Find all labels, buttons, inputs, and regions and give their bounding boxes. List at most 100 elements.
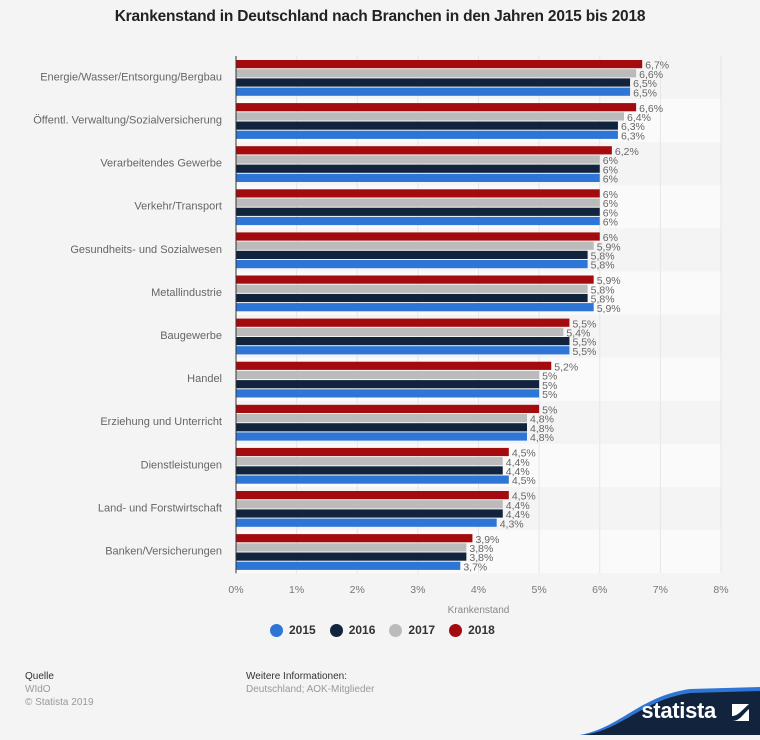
value-label: 6% [603,174,618,186]
bar-2017[interactable] [236,543,467,552]
bar-2017[interactable] [236,284,588,293]
legend-swatch-2017 [389,623,403,637]
info-heading: Weitere Informationen: [246,671,347,682]
x-tick-label: 2% [350,584,365,596]
bar-2017[interactable] [236,112,624,121]
category-label: Banken/Versicherungen [105,546,222,558]
bar-2017[interactable] [236,241,594,250]
bar-2018[interactable] [236,275,594,284]
value-label: 5,8% [591,260,615,272]
bar-2016[interactable] [236,552,467,561]
bar-2016[interactable] [236,466,503,475]
value-label: 4,4% [506,457,530,469]
bar-2016[interactable] [236,509,503,518]
bar-2017[interactable] [236,327,564,336]
category-label: Erziehung und Unterricht [100,416,222,428]
copyright-text: © Statista 2019 [25,697,94,708]
legend-item-2016[interactable]: 2016 [329,623,375,637]
bar-2016[interactable] [236,423,527,432]
bar-2018[interactable] [236,404,540,413]
chart-title: Krankenstand in Deutschland nach Branche… [114,8,646,25]
value-label: 4,8% [530,414,554,426]
bar-2015[interactable] [236,432,527,441]
category-label: Verkehr/Transport [134,201,222,213]
bar-2017[interactable] [236,457,503,466]
bar-2016[interactable] [236,250,588,259]
legend-item-2017[interactable]: 2017 [389,623,435,637]
value-label: 6% [603,232,618,244]
bar-2015[interactable] [236,518,497,527]
value-label: 5,9% [597,241,621,253]
value-label: 4,3% [500,518,524,530]
bar-2016[interactable] [236,78,631,87]
bar-2015[interactable] [236,303,594,312]
legend-item-2015[interactable]: 2015 [270,623,316,637]
bar-2015[interactable] [236,130,618,139]
bar-2016[interactable] [236,121,618,130]
source-block: Quelle WIdO © Statista 2019 [25,670,94,709]
info-block: Weitere Informationen: Deutschland; AOK-… [246,670,374,696]
bar-2016[interactable] [236,207,600,216]
value-label: 3,9% [475,534,499,546]
category-label: Energie/Wasser/Entsorgung/Bergbau [40,71,222,83]
value-label: 6,7% [645,60,669,72]
category-label: Verarbeitendes Gewerbe [100,158,222,170]
legend-label: 2015 [289,623,316,637]
bar-2018[interactable] [236,60,643,69]
bar-2016[interactable] [236,164,600,173]
bar-2015[interactable] [236,173,600,182]
value-label: 4,4% [506,500,530,512]
bar-2018[interactable] [236,146,612,155]
value-label: 4,5% [512,475,536,487]
value-label: 3,7% [463,561,487,573]
bar-2018[interactable] [236,232,600,241]
value-label: 5% [542,380,557,392]
bar-2016[interactable] [236,380,540,389]
legend-swatch-2015 [270,623,283,637]
bar-2015[interactable] [236,216,600,226]
value-label: 5% [542,389,557,401]
bar-2017[interactable] [236,69,637,78]
bar-2015[interactable] [236,389,540,398]
source-text[interactable]: WIdO [25,684,51,695]
bar-2016[interactable] [236,293,588,303]
value-label: 5,4% [566,328,590,340]
value-label: 5,9% [597,303,621,315]
bar-2016[interactable] [236,337,570,346]
bar-2018[interactable] [236,189,600,198]
bar-2018[interactable] [236,491,509,500]
value-label: 4,5% [512,491,536,503]
bar-2018[interactable] [236,318,570,327]
value-label: 6% [603,198,618,210]
statista-logo[interactable]: statista [580,680,760,735]
bar-2018[interactable] [236,534,473,543]
x-tick-label: 5% [532,584,547,596]
value-label: 5,2% [554,361,578,373]
value-label: 6,2% [615,146,639,158]
bar-2015[interactable] [236,561,461,570]
value-label: 5,8% [591,251,615,263]
bar-2017[interactable] [236,414,527,423]
bar-2015[interactable] [236,475,509,484]
bar-2017[interactable] [236,500,503,509]
bar-2017[interactable] [236,370,540,380]
value-label: 6% [603,189,618,201]
category-label: Handel [187,373,222,385]
info-text: Deutschland; AOK-Mitglieder [246,684,375,695]
bar-2018[interactable] [236,447,509,457]
source-heading: Quelle [25,671,54,682]
value-label: 5,5% [572,346,596,358]
bar-2017[interactable] [236,155,600,164]
x-axis-title: Krankenstand [448,605,510,616]
bar-2015[interactable] [236,260,588,269]
value-label: 6,4% [627,112,651,124]
legend-label: 2018 [468,623,495,637]
value-label: 6% [603,164,618,176]
bar-2015[interactable] [236,87,631,96]
legend-swatch-2018 [449,623,463,637]
bar-2015[interactable] [236,346,570,355]
legend-item-2018[interactable]: 2018 [449,623,495,637]
bar-2017[interactable] [236,198,600,207]
bar-2018[interactable] [236,103,637,112]
bar-2018[interactable] [236,361,552,370]
